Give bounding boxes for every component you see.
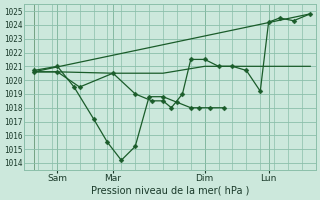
- X-axis label: Pression niveau de la mer( hPa ): Pression niveau de la mer( hPa ): [91, 186, 249, 196]
